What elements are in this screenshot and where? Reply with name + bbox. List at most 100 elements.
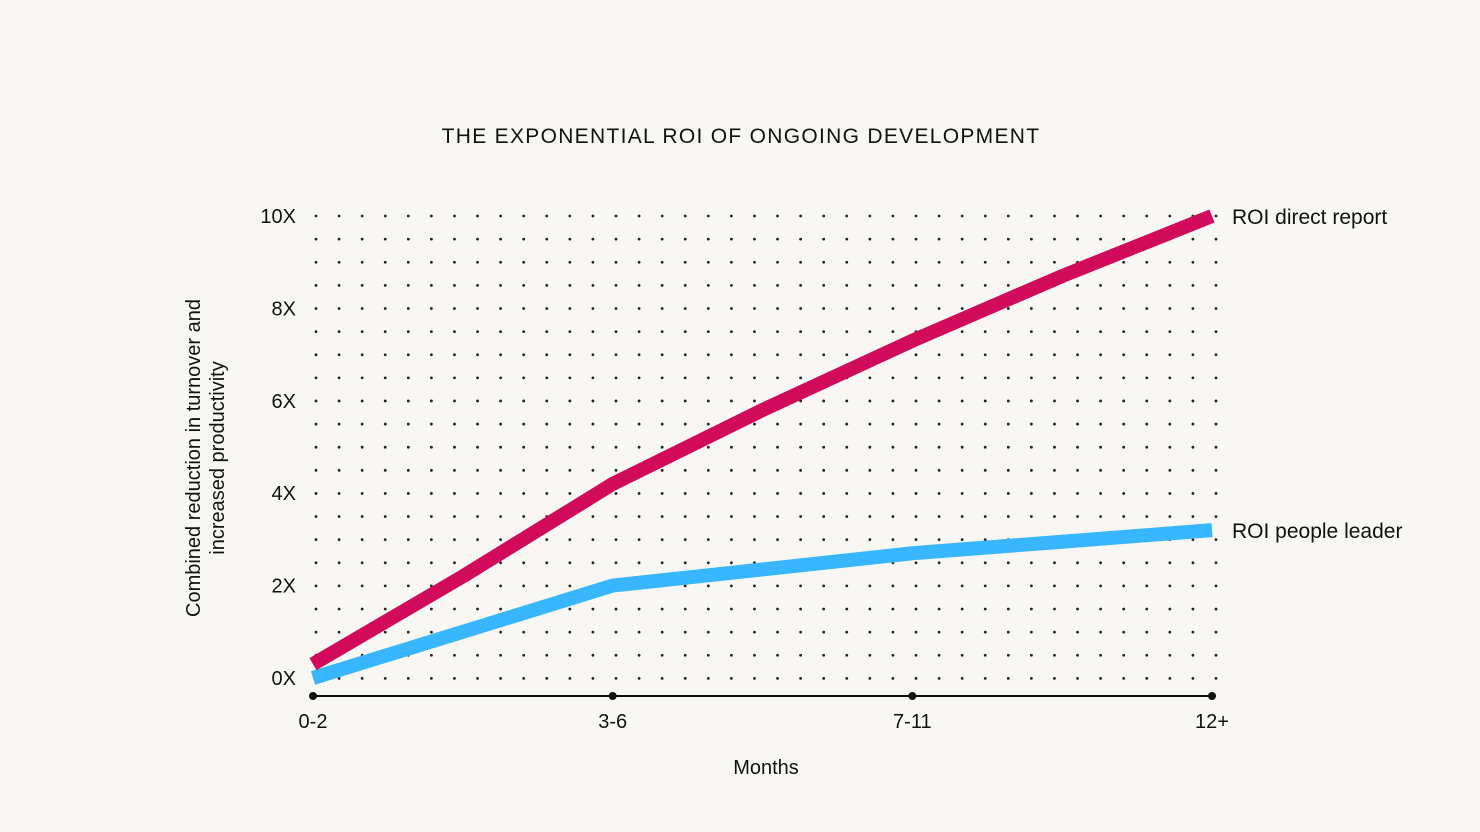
- grid-dot: [453, 515, 456, 518]
- grid-dot: [706, 237, 710, 241]
- grid-dot: [429, 283, 433, 287]
- grid-dot: [453, 353, 456, 357]
- grid-dot: [1076, 214, 1079, 218]
- grid-dot: [453, 214, 456, 218]
- grid-dot: [1122, 630, 1126, 634]
- grid-dot: [637, 283, 641, 287]
- grid-dot: [453, 330, 456, 333]
- grid-dot: [937, 445, 941, 449]
- grid-dot: [822, 653, 826, 657]
- grid-dot: [914, 399, 918, 403]
- grid-dot: [914, 307, 918, 310]
- grid-dot: [360, 445, 364, 449]
- grid-dot: [568, 538, 572, 542]
- grid-dot: [429, 492, 433, 495]
- series-label: ROI direct report: [1232, 206, 1387, 229]
- grid-dot: [1053, 677, 1056, 680]
- grid-dot: [914, 492, 918, 495]
- grid-dot: [476, 445, 479, 449]
- grid-dot: [406, 492, 410, 495]
- grid-dot: [1168, 677, 1172, 680]
- grid-dot: [360, 607, 364, 611]
- grid-dot: [1076, 353, 1079, 357]
- grid-dot: [545, 538, 549, 542]
- grid-dot: [822, 353, 826, 357]
- grid-dot: [522, 677, 526, 680]
- grid-dot: [383, 445, 387, 449]
- grid-dot: [591, 330, 595, 333]
- grid-dot: [776, 630, 779, 634]
- grid-dot: [683, 492, 687, 495]
- grid-dot: [476, 422, 479, 426]
- grid-dot: [776, 677, 779, 680]
- grid-dot: [983, 607, 987, 611]
- grid-dot: [337, 422, 341, 426]
- grid-dot: [314, 260, 318, 264]
- grid-dot: [568, 260, 572, 264]
- grid-dot: [729, 538, 733, 542]
- grid-dot: [360, 492, 364, 495]
- y-tick-label: 0X: [272, 668, 296, 690]
- grid-dot: [337, 445, 341, 449]
- grid-dot: [1122, 468, 1126, 472]
- grid-dot: [1006, 515, 1010, 518]
- grid-dot: [868, 468, 872, 472]
- grid-dot: [753, 584, 756, 588]
- grid-dot: [568, 237, 572, 241]
- grid-dot: [637, 422, 641, 426]
- grid-dot: [314, 584, 318, 588]
- grid-dot: [1122, 515, 1126, 518]
- grid-dot: [660, 445, 664, 449]
- grid-dot: [522, 283, 526, 287]
- grid-dot: [1191, 492, 1195, 495]
- grid-dot: [545, 330, 549, 333]
- grid-dot: [960, 422, 964, 426]
- grid-dot: [983, 445, 987, 449]
- grid-dot: [960, 307, 964, 310]
- grid-dot: [337, 677, 341, 680]
- grid-dot: [1191, 677, 1195, 680]
- grid-dot: [660, 330, 664, 333]
- grid-dot: [706, 538, 710, 542]
- grid-dot: [683, 607, 687, 611]
- grid-dot: [729, 307, 733, 310]
- grid-dot: [360, 376, 364, 380]
- grid-dot: [845, 353, 849, 357]
- grid-dot: [476, 607, 479, 611]
- grid-dot: [499, 515, 503, 518]
- grid-dot: [1099, 399, 1103, 403]
- grid-dot: [591, 561, 595, 565]
- grid-dot: [1099, 607, 1103, 611]
- grid-dot: [337, 330, 341, 333]
- grid-dot: [337, 283, 341, 287]
- grid-dot: [1122, 653, 1126, 657]
- x-tick-marker: [309, 692, 317, 700]
- grid-dot: [937, 399, 941, 403]
- grid-dot: [499, 468, 503, 472]
- grid-dot: [660, 538, 664, 542]
- grid-dot: [406, 630, 410, 634]
- grid-dot: [868, 515, 872, 518]
- grid-dot: [729, 399, 733, 403]
- grid-dot: [383, 283, 387, 287]
- grid-dot: [1214, 376, 1218, 380]
- grid-dot: [614, 492, 618, 495]
- grid-dot: [799, 353, 803, 357]
- grid-dot: [499, 607, 503, 611]
- grid-dot: [706, 399, 710, 403]
- y-axis-label-line-2: increased productivity: [207, 361, 229, 554]
- grid-dot: [729, 237, 733, 241]
- grid-dot: [1099, 214, 1103, 218]
- grid-dot: [1099, 630, 1103, 634]
- grid-dot: [822, 330, 826, 333]
- grid-dot: [891, 283, 895, 287]
- grid-dot: [960, 214, 964, 218]
- grid-dot: [429, 214, 433, 218]
- grid-dot: [637, 607, 641, 611]
- grid-dot: [1076, 630, 1079, 634]
- grid-dot: [914, 468, 918, 472]
- grid-dot: [822, 237, 826, 241]
- grid-dot: [1099, 376, 1103, 380]
- grid-dot: [545, 214, 549, 218]
- grid-dot: [545, 653, 549, 657]
